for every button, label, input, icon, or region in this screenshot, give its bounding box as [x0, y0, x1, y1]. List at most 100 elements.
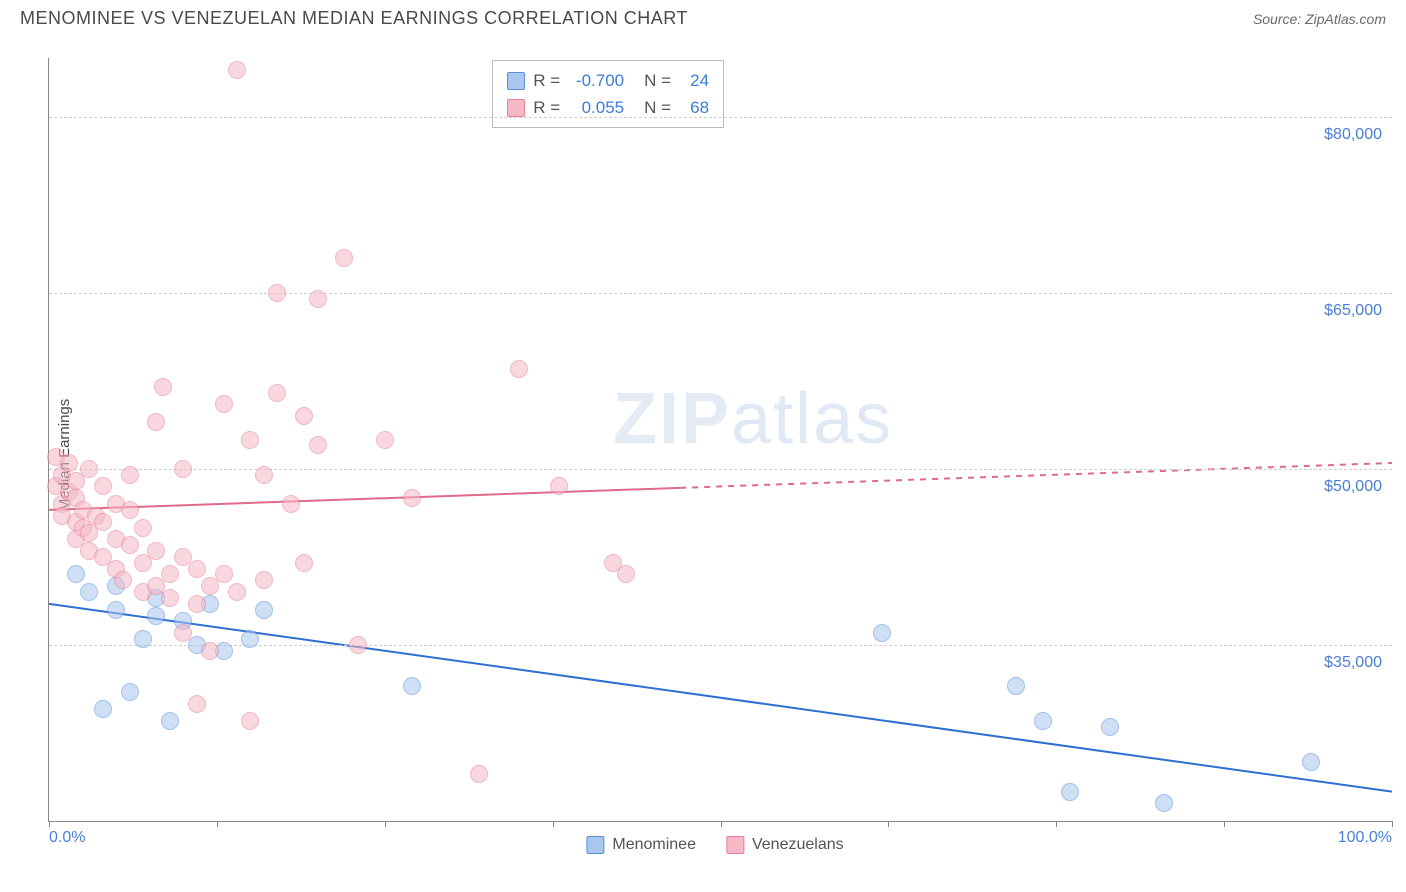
data-point — [268, 284, 286, 302]
x-tick — [1056, 821, 1057, 827]
x-tick — [1392, 821, 1393, 827]
data-point — [349, 636, 367, 654]
data-point — [241, 712, 259, 730]
data-point — [188, 695, 206, 713]
data-point — [403, 677, 421, 695]
data-point — [1101, 718, 1119, 736]
x-tick — [888, 821, 889, 827]
legend-item: Venezuelans — [726, 836, 844, 854]
data-point — [174, 624, 192, 642]
x-tick — [721, 821, 722, 827]
data-point — [121, 466, 139, 484]
data-point — [1007, 677, 1025, 695]
data-point — [268, 384, 286, 402]
data-point — [201, 642, 219, 660]
gridline — [49, 293, 1392, 294]
data-point — [121, 536, 139, 554]
data-point — [215, 565, 233, 583]
data-point — [94, 513, 112, 531]
data-point — [134, 519, 152, 537]
data-point — [295, 554, 313, 572]
data-point — [550, 477, 568, 495]
data-point — [1302, 753, 1320, 771]
chart-title: MENOMINEE VS VENEZUELAN MEDIAN EARNINGS … — [20, 8, 688, 29]
data-point — [67, 565, 85, 583]
stat-r-value: -0.700 — [568, 67, 624, 94]
trend-line — [49, 488, 680, 510]
data-point — [174, 460, 192, 478]
stats-box: R =-0.700N =24R =0.055N =68 — [492, 60, 724, 128]
legend-label: Menominee — [612, 836, 696, 854]
data-point — [80, 460, 98, 478]
y-tick-label: $35,000 — [1324, 654, 1382, 672]
data-point — [60, 454, 78, 472]
x-tick-label: 0.0% — [49, 829, 85, 847]
stat-n-value: 24 — [679, 67, 709, 94]
x-tick — [553, 821, 554, 827]
data-point — [309, 436, 327, 454]
data-point — [228, 583, 246, 601]
legend-label: Venezuelans — [752, 836, 844, 854]
header: MENOMINEE VS VENEZUELAN MEDIAN EARNINGS … — [0, 0, 1406, 37]
data-point — [228, 61, 246, 79]
legend-swatch — [507, 99, 525, 117]
plot-area: ZIPatlas R =-0.700N =24R =0.055N =68 $35… — [48, 58, 1392, 822]
data-point — [617, 565, 635, 583]
bottom-legend: Menominee Venezuelans — [586, 836, 843, 854]
data-point — [94, 700, 112, 718]
data-point — [121, 501, 139, 519]
data-point — [510, 360, 528, 378]
trend-line-dashed — [680, 463, 1392, 488]
stats-row: R = -0.700 N = 24 — [507, 67, 709, 94]
data-point — [215, 395, 233, 413]
legend-swatch — [726, 836, 744, 854]
x-tick — [49, 821, 50, 827]
legend-swatch — [586, 836, 604, 854]
data-point — [282, 495, 300, 513]
data-point — [188, 560, 206, 578]
data-point — [147, 413, 165, 431]
data-point — [161, 565, 179, 583]
data-point — [1034, 712, 1052, 730]
data-point — [470, 765, 488, 783]
legend-item: Menominee — [586, 836, 696, 854]
data-point — [94, 477, 112, 495]
data-point — [241, 630, 259, 648]
x-tick — [385, 821, 386, 827]
source-label: Source: ZipAtlas.com — [1253, 11, 1386, 27]
data-point — [1155, 794, 1173, 812]
legend-swatch — [507, 72, 525, 90]
y-tick-label: $65,000 — [1324, 302, 1382, 320]
data-point — [80, 583, 98, 601]
data-point — [107, 601, 125, 619]
data-point — [188, 595, 206, 613]
data-point — [147, 542, 165, 560]
data-point — [295, 407, 313, 425]
data-point — [403, 489, 421, 507]
data-point — [154, 378, 172, 396]
chart-container: Median Earnings ZIPatlas R =-0.700N =24R… — [38, 58, 1392, 852]
data-point — [114, 571, 132, 589]
data-point — [255, 601, 273, 619]
data-point — [161, 589, 179, 607]
data-point — [873, 624, 891, 642]
data-point — [376, 431, 394, 449]
y-tick-label: $50,000 — [1324, 478, 1382, 496]
data-point — [335, 249, 353, 267]
stat-n-label: N = — [644, 67, 671, 94]
data-point — [161, 712, 179, 730]
data-point — [255, 466, 273, 484]
y-tick-label: $80,000 — [1324, 126, 1382, 144]
data-point — [134, 630, 152, 648]
x-tick — [1224, 821, 1225, 827]
data-point — [241, 431, 259, 449]
x-tick — [217, 821, 218, 827]
data-point — [255, 571, 273, 589]
gridline — [49, 469, 1392, 470]
gridline — [49, 117, 1392, 118]
data-point — [1061, 783, 1079, 801]
stat-r-label: R = — [533, 67, 560, 94]
x-tick-label: 100.0% — [1338, 829, 1392, 847]
data-point — [121, 683, 139, 701]
data-point — [309, 290, 327, 308]
